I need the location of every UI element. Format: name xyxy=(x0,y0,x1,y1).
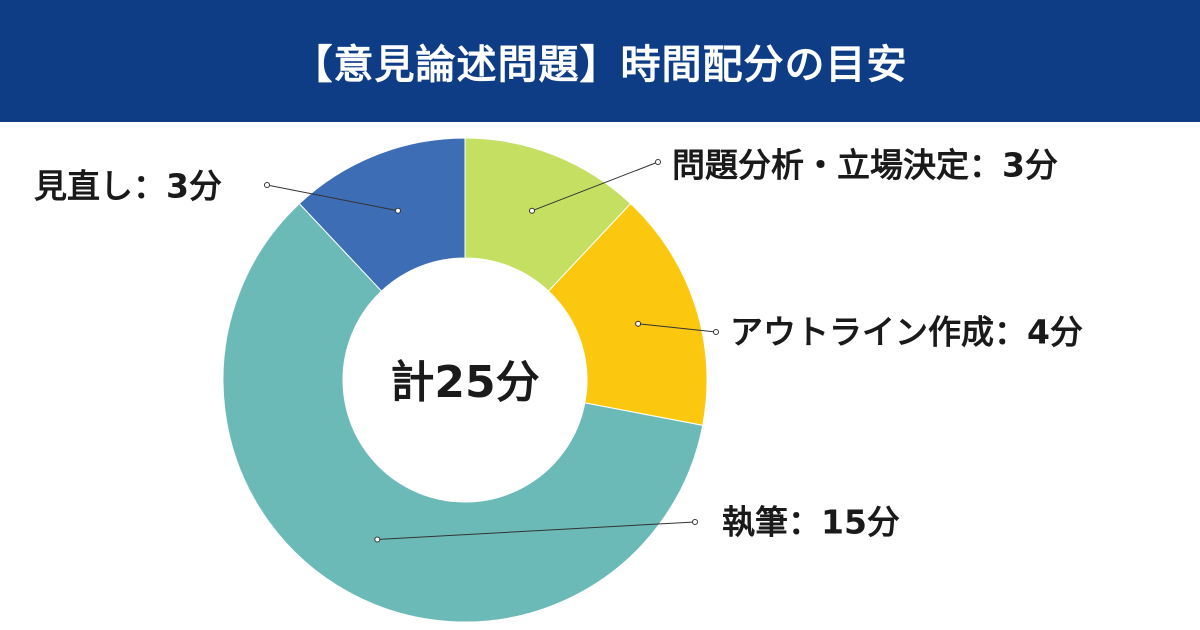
leader-line-4 xyxy=(266,184,399,212)
leader-dot-2-2 xyxy=(713,329,719,335)
leader-dot-1-2 xyxy=(655,159,661,165)
slice-2 xyxy=(547,202,708,426)
leader-dot-1-1 xyxy=(528,207,535,214)
slice-3 xyxy=(222,202,704,623)
leader-dot-3-1 xyxy=(374,536,381,543)
leader-line-2 xyxy=(638,323,717,333)
title-banner: 【意見論述問題】時間配分の目安 xyxy=(0,0,1200,122)
slice-group xyxy=(222,137,708,623)
leader-dot-3-2 xyxy=(692,519,698,525)
leader-line-group xyxy=(264,159,719,543)
slice-label-1: 問題分析・立場決定：3分 xyxy=(672,146,1058,185)
leader-line-1 xyxy=(531,161,659,212)
slice-label-2: アウトライン作成：4分 xyxy=(730,313,1083,352)
page-title: 【意見論述問題】時間配分の目安 xyxy=(292,42,908,88)
slice-label-4: 見直し：3分 xyxy=(34,167,222,206)
slice-4 xyxy=(298,137,466,292)
slice-label-3: 執筆：15分 xyxy=(722,503,900,542)
leader-line-3 xyxy=(377,521,696,540)
center-total-label: 計25分 xyxy=(390,357,539,408)
leader-dot-4-1 xyxy=(395,207,402,214)
leader-dot-2-1 xyxy=(635,320,642,327)
slice-1 xyxy=(464,137,632,292)
leader-dot-4-2 xyxy=(264,182,270,188)
